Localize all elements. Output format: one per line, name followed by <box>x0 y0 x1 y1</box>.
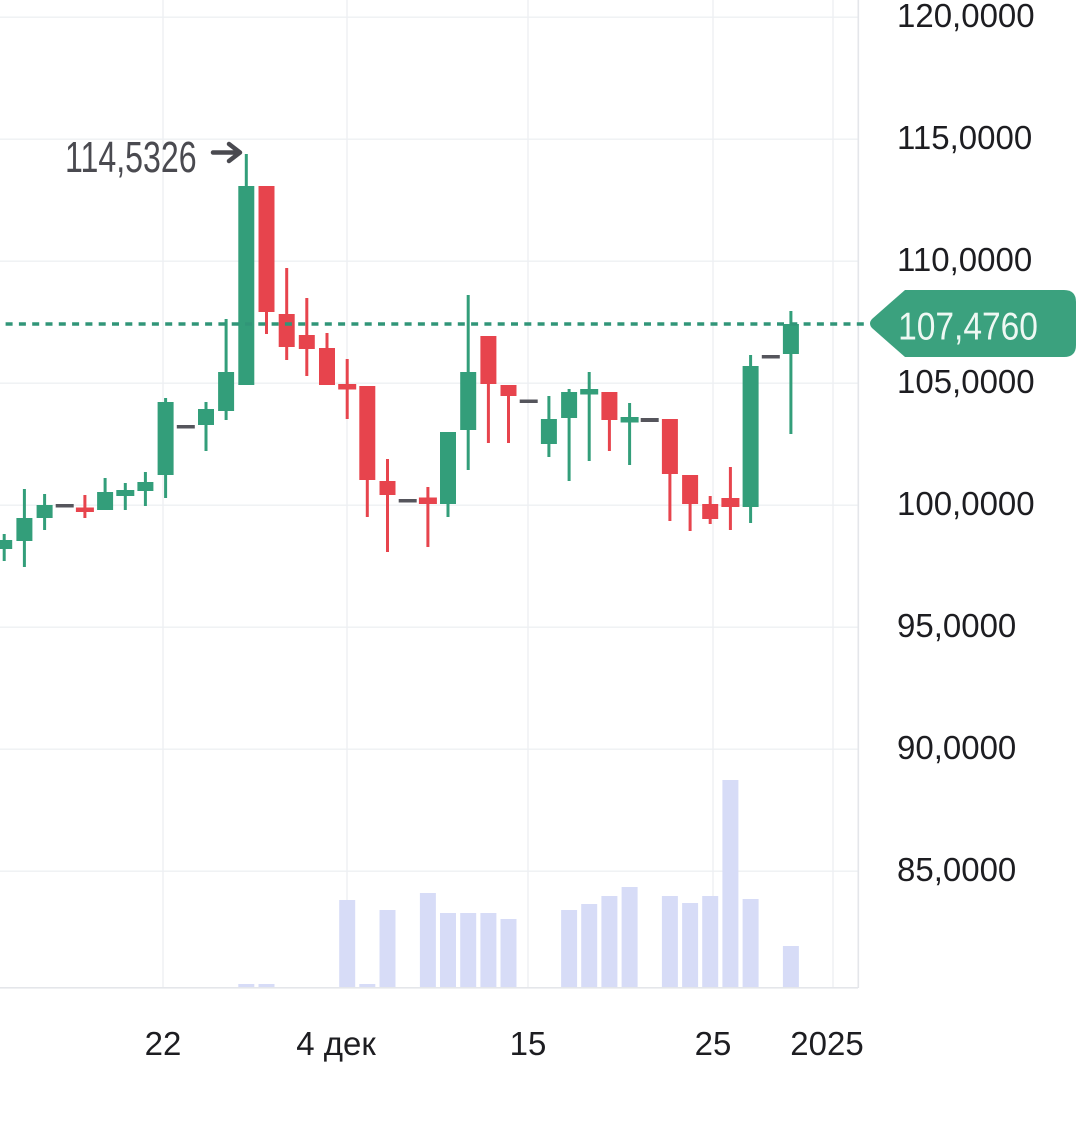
svg-text:22: 22 <box>145 1025 182 1062</box>
svg-text:100,0000: 100,0000 <box>897 485 1035 522</box>
svg-text:120,0000: 120,0000 <box>897 0 1035 34</box>
svg-text:95,0000: 95,0000 <box>897 607 1016 644</box>
svg-text:90,0000: 90,0000 <box>897 729 1016 766</box>
svg-text:4 дек: 4 дек <box>296 1025 376 1062</box>
svg-text:107,4760: 107,4760 <box>898 304 1038 348</box>
svg-text:2025: 2025 <box>790 1025 863 1062</box>
svg-text:85,0000: 85,0000 <box>897 851 1016 888</box>
svg-text:110,0000: 110,0000 <box>897 241 1032 278</box>
svg-text:105,0000: 105,0000 <box>897 363 1035 400</box>
svg-text:15: 15 <box>510 1025 547 1062</box>
svg-text:115,0000: 115,0000 <box>897 119 1032 156</box>
svg-text:25: 25 <box>695 1025 732 1062</box>
svg-text:114,5326: 114,5326 <box>65 133 197 182</box>
